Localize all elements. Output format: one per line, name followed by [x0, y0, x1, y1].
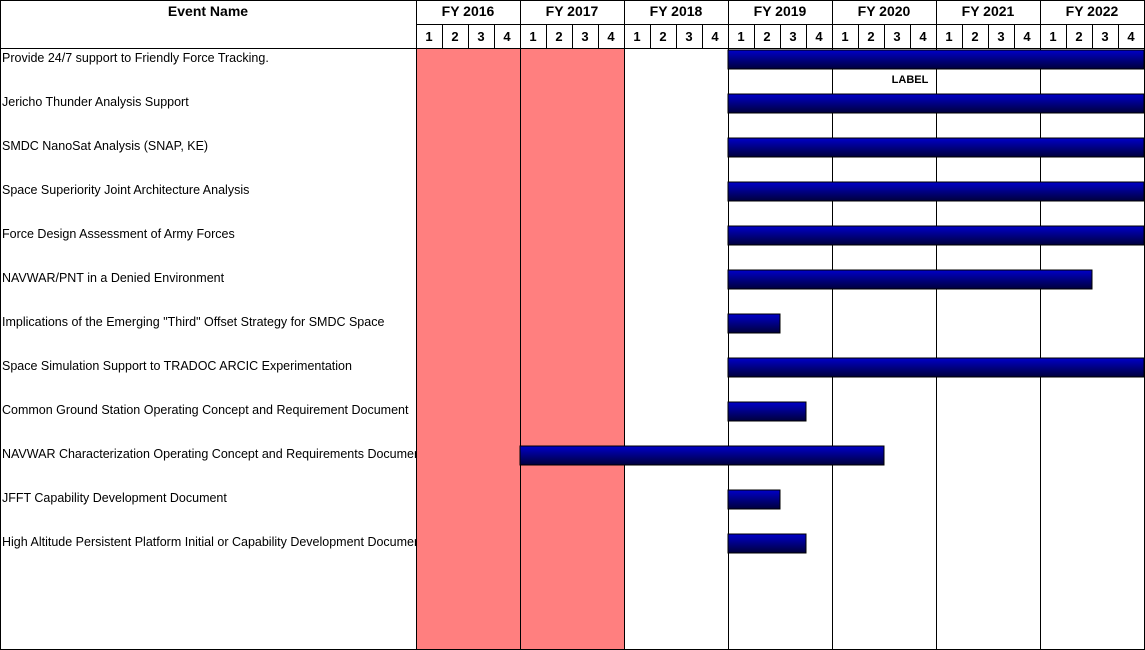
- annotations: LABEL: [892, 74, 929, 86]
- quarter-label: 3: [789, 29, 796, 44]
- quarter-label: 2: [971, 29, 978, 44]
- highlight-bands: [416, 48, 624, 650]
- quarter-label: 4: [607, 29, 615, 44]
- quarter-label: 2: [659, 29, 666, 44]
- fy-label: FY 2020: [858, 3, 911, 19]
- fiscal-year-headers: FY 2016 FY 2017 FY 2018 FY 2019 FY 2020 FY 20…: [442, 3, 1119, 19]
- quarter-label: 3: [1101, 29, 1108, 44]
- quarter-label: 1: [945, 29, 952, 44]
- quarter-label: 1: [425, 29, 432, 44]
- event-bar: [727, 533, 807, 554]
- quarter-label: 4: [1023, 29, 1031, 44]
- quarter-label: 4: [503, 29, 511, 44]
- quarter-label: 4: [919, 29, 927, 44]
- quarter-label: 3: [997, 29, 1004, 44]
- quarter-label: 3: [477, 29, 484, 44]
- fy-label: FY 2021: [962, 3, 1015, 19]
- highlight-band-fy-2017: [520, 48, 624, 650]
- quarter-label: 2: [451, 29, 458, 44]
- event-name: JFFT Capability Development Document: [2, 491, 227, 505]
- event-bar: [727, 269, 1093, 290]
- quarter-label: 3: [893, 29, 900, 44]
- event-name: SMDC NanoSat Analysis (SNAP, KE): [2, 139, 208, 153]
- quarter-label: 1: [841, 29, 848, 44]
- quarter-label: 2: [1075, 29, 1082, 44]
- event-name: Common Ground Station Operating Concept …: [2, 403, 409, 417]
- event-name: Space Superiority Joint Architecture Ana…: [2, 183, 249, 197]
- quarter-label: 2: [867, 29, 874, 44]
- event-bar: [727, 357, 1145, 378]
- quarter-label: 4: [1127, 29, 1135, 44]
- event-bar: [727, 93, 1145, 114]
- event-name: NAVWAR/PNT in a Denied Environment: [2, 271, 225, 285]
- event-name-header: Event Name: [168, 3, 248, 19]
- event-name: NAVWAR Characterization Operating Concep…: [2, 447, 425, 461]
- quarter-label: 1: [633, 29, 640, 44]
- quarter-label: 3: [581, 29, 588, 44]
- fy-label: FY 2018: [650, 3, 703, 19]
- quarter-headers: 1 2 3 4 1 2 3 4 1 2 3 4 1 2 3 4 1 2 3 4 1 2 3 4 1 2 3 4: [425, 29, 1135, 44]
- quarter-label: 1: [529, 29, 536, 44]
- fy-label: FY 2016: [442, 3, 495, 19]
- event-bar: [727, 489, 781, 510]
- event-name: Jericho Thunder Analysis Support: [2, 95, 189, 109]
- quarter-label: 1: [1049, 29, 1056, 44]
- fy-label: FY 2017: [546, 3, 599, 19]
- quarter-label: 2: [763, 29, 770, 44]
- quarter-label: 4: [711, 29, 719, 44]
- event-bar: [727, 181, 1145, 202]
- fy-label: FY 2022: [1066, 3, 1119, 19]
- quarter-label: 2: [555, 29, 562, 44]
- event-name: High Altitude Persistent Platform Initia…: [2, 535, 425, 549]
- quarter-label: 4: [815, 29, 823, 44]
- event-bar: [727, 401, 807, 422]
- event-name: Force Design Assessment of Army Forces: [2, 227, 235, 241]
- quarter-label: 1: [737, 29, 744, 44]
- event-name: Implications of the Emerging "Third" Off…: [2, 315, 384, 329]
- event-bar: [519, 445, 885, 466]
- annotation-label: LABEL: [892, 74, 929, 86]
- event-bar: [727, 137, 1145, 158]
- fy-label: FY 2019: [754, 3, 807, 19]
- event-bar: [727, 313, 781, 334]
- event-bar: [727, 225, 1145, 246]
- quarter-label: 3: [685, 29, 692, 44]
- event-bars: [519, 49, 1145, 554]
- event-names: Provide 24/7 support to Friendly Force T…: [2, 51, 425, 549]
- event-name: Space Simulation Support to TRADOC ARCIC…: [2, 359, 352, 373]
- highlight-band-fy-2016: [416, 48, 520, 650]
- event-name: Provide 24/7 support to Friendly Force T…: [2, 51, 269, 65]
- event-bar: [727, 49, 1145, 70]
